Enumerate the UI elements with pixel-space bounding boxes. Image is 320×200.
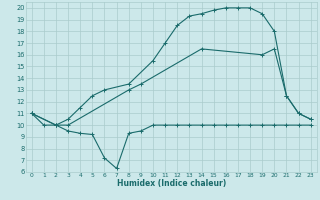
- X-axis label: Humidex (Indice chaleur): Humidex (Indice chaleur): [116, 179, 226, 188]
